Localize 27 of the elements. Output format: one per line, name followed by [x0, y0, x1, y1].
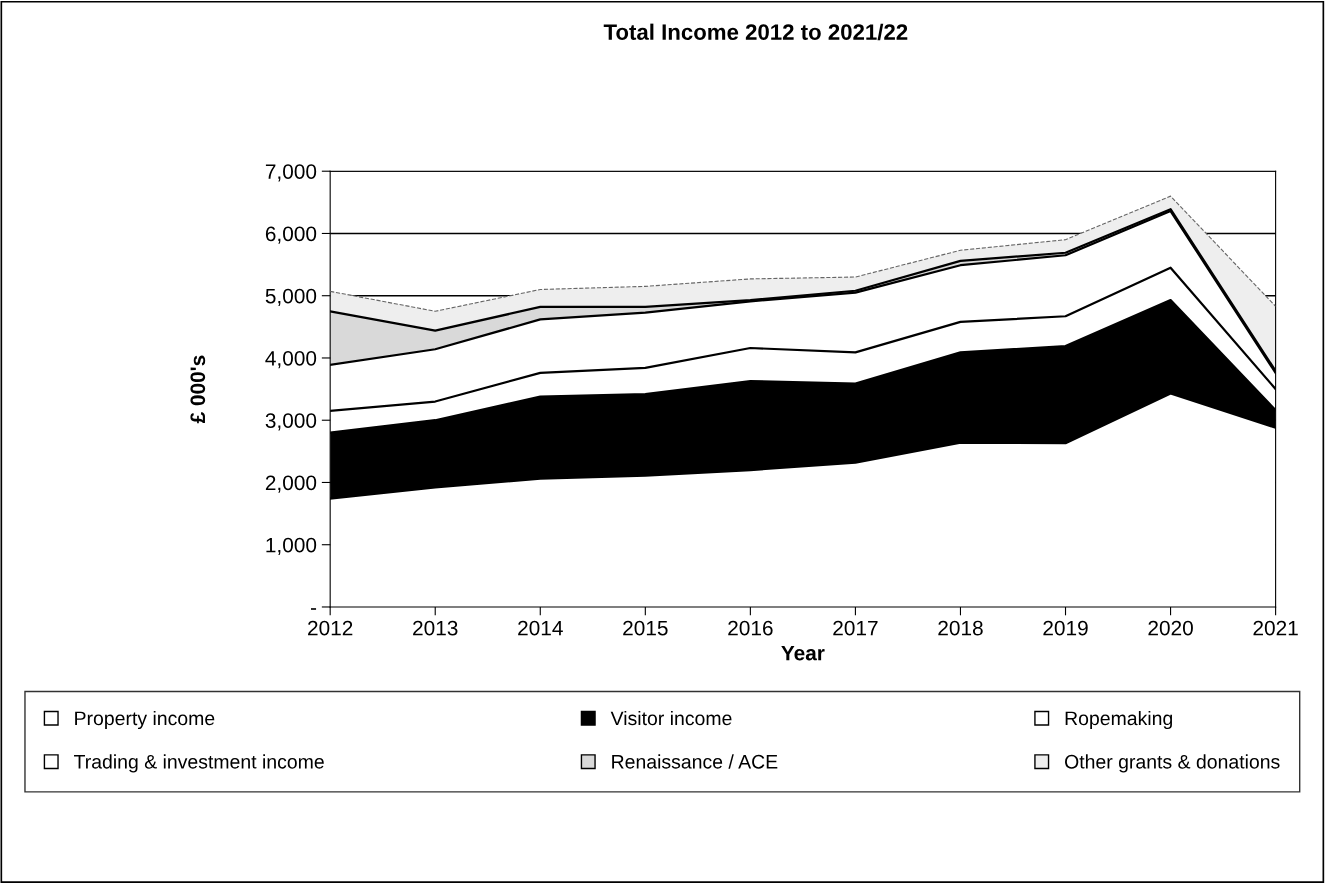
legend-label: Visitor income	[610, 710, 732, 726]
x-axis-title: Year	[781, 645, 825, 661]
y-tick-label: 4,000	[265, 350, 317, 369]
legend-label: Other grants & donations	[1065, 754, 1280, 773]
y-tick-label: 6,000	[265, 226, 317, 244]
x-tick-label: 2018	[938, 620, 983, 636]
x-tick-label: 2014	[518, 620, 563, 636]
chart-title: Total Income 2012 to 2021/22	[603, 23, 908, 41]
y-tick-label: -	[310, 608, 317, 610]
x-tick-label: 2012	[308, 620, 353, 636]
legend-label: Renaissance / ACE	[612, 754, 778, 769]
legend-label: Ropemaking	[1065, 710, 1173, 730]
y-tick-label: 7,000	[265, 164, 317, 182]
y-tick-label: 3,000	[265, 413, 317, 431]
x-tick-label: 2013	[413, 620, 458, 636]
x-tick-label: 2016	[728, 620, 773, 636]
legend-label: Trading & investment income	[74, 754, 324, 773]
x-tick-label: 2021	[1253, 620, 1298, 636]
y-tick-label: 2,000	[265, 475, 317, 493]
x-tick-label: 2020	[1148, 620, 1193, 636]
x-tick-label: 2017	[833, 620, 878, 636]
x-tick-label: 2015	[623, 620, 668, 636]
x-tick-label: 2019	[1043, 620, 1088, 636]
y-axis-title: £ 000's	[190, 355, 206, 424]
y-tick-label: 5,000	[265, 288, 317, 306]
legend-label: Property income	[75, 710, 215, 730]
y-tick-label: 1,000	[266, 537, 317, 555]
